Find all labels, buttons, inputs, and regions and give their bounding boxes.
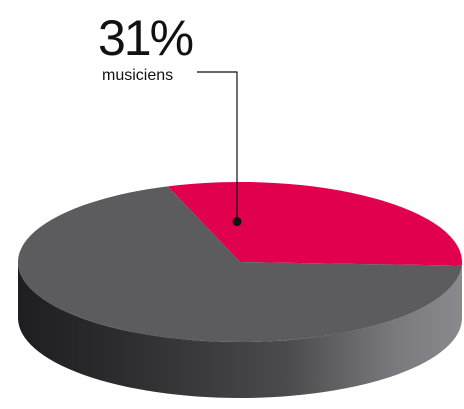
pie-side-wall: [18, 262, 462, 398]
pie-slice-other: [17, 186, 462, 342]
annotation-leader-dot: [232, 217, 242, 227]
annotation-leader-line: [197, 71, 238, 222]
slice-category-label: musiciens: [102, 67, 173, 84]
slice-value-label: 31%: [98, 10, 193, 66]
pie-slice-musiciens: [167, 182, 462, 266]
